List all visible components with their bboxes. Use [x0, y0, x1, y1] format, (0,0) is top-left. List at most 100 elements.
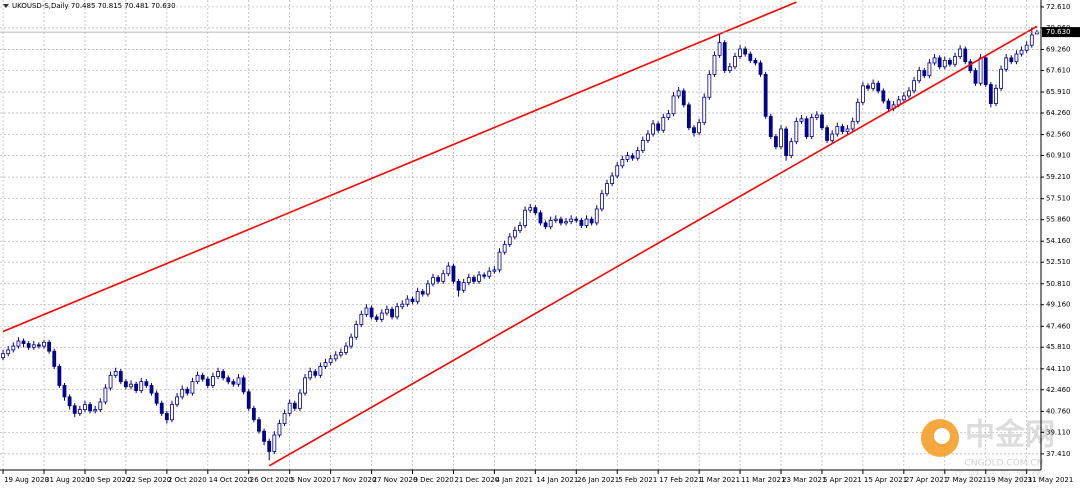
candle-body [907, 90, 911, 97]
x-tick-label: 15 Apr 2021 [864, 476, 907, 484]
logo-inner [934, 428, 950, 444]
candle-body [139, 381, 144, 391]
y-tick-label: 65.910 [1046, 88, 1071, 96]
candle-body [385, 308, 389, 314]
candle-body [354, 324, 359, 338]
y-tick-label: 55.860 [1046, 216, 1071, 224]
x-tick-label: 10 Sep 2020 [86, 476, 130, 484]
candle-body [584, 218, 589, 226]
candle-body [727, 66, 732, 71]
x-tick-label: 4 Jan 2021 [495, 476, 533, 484]
candle-body [538, 212, 543, 224]
candle-body [134, 383, 139, 391]
candle-body [999, 68, 1003, 89]
candle-body [129, 383, 133, 388]
candle-body [415, 291, 420, 303]
candle-body [901, 95, 906, 101]
candle-body [860, 85, 865, 103]
candle-body [942, 60, 947, 68]
candle-body [702, 96, 707, 124]
y-tick-label: 54.160 [1046, 237, 1071, 245]
watermark-tagline: 中 文 财 经 新 媒 体 [937, 468, 1044, 483]
candle-body [779, 128, 783, 148]
candle-body [456, 280, 461, 291]
x-tick-label: 19 Aug 2020 [4, 476, 49, 484]
candle-body [651, 123, 655, 135]
candle-body [820, 114, 824, 129]
candle-body [282, 413, 287, 424]
candle-body [318, 366, 323, 376]
candle-body [364, 307, 369, 315]
candle-body [1, 353, 5, 358]
candle-body [190, 381, 195, 394]
candle-body [57, 366, 62, 386]
candle-body [615, 165, 620, 177]
price-tag-label: 70.630 [1046, 28, 1071, 36]
candle-body [262, 430, 266, 442]
candle-body [374, 316, 379, 320]
candle-body [26, 343, 31, 348]
candle-body [98, 401, 103, 410]
candle-body [93, 409, 98, 412]
candle-body [47, 341, 52, 352]
candle-body [231, 381, 236, 385]
x-tick-label: 14 Oct 2020 [209, 476, 252, 484]
candle-body [16, 340, 21, 347]
y-tick-label: 62.560 [1046, 131, 1071, 139]
candle-body [236, 377, 241, 385]
candle-body [344, 345, 348, 353]
candle-body [589, 218, 594, 224]
y-tick-label: 64.260 [1046, 109, 1071, 117]
candle-body [983, 57, 988, 85]
candle-body [620, 159, 625, 167]
candle-body [461, 282, 466, 291]
candle-body [466, 277, 471, 284]
watermark-name: 中金网 [965, 418, 1055, 453]
candle-body [507, 236, 512, 245]
candle-body [932, 57, 937, 64]
candle-body [477, 274, 481, 282]
candle-body [246, 391, 251, 409]
x-tick-label: 31 May 2021 [1028, 476, 1074, 484]
candle-body [272, 434, 277, 452]
candle-body [881, 90, 886, 102]
y-tick-label: 42.460 [1046, 386, 1071, 394]
candle-body [446, 265, 451, 275]
candle-body [180, 388, 185, 398]
candle-body [789, 141, 794, 157]
candle-body [518, 225, 522, 231]
candle-body [1004, 57, 1009, 70]
candle-body [205, 378, 210, 386]
candle-body [52, 350, 57, 367]
candle-body [333, 354, 338, 360]
candle-body [108, 374, 113, 389]
candle-body [646, 133, 650, 141]
x-tick-label: 27 Nov 2020 [373, 476, 418, 484]
y-tick-label: 49.160 [1046, 301, 1071, 309]
chart-title: UKOUSD-S,Daily 70.485 70.815 70.481 70.6… [12, 2, 176, 10]
candle-body [6, 349, 11, 355]
candle-body [369, 307, 374, 318]
candle-body [599, 193, 604, 210]
candle-body [277, 423, 282, 436]
x-tick-label: 9 Dec 2020 [414, 476, 454, 484]
candle-body [308, 371, 313, 379]
y-tick-label: 60.910 [1046, 152, 1071, 160]
candle-body [492, 269, 497, 272]
candle-body [809, 117, 814, 137]
candle-body [200, 374, 205, 380]
x-tick-label: 19 May 2021 [987, 476, 1033, 484]
candle-body [830, 133, 835, 141]
grid [0, 0, 1041, 470]
x-tick-label: 27 Apr 2021 [905, 476, 948, 484]
x-tick-label: 2 Oct 2020 [168, 476, 207, 484]
y-tick-label: 52.510 [1046, 258, 1071, 266]
candle-body [850, 120, 855, 130]
y-tick-label: 40.760 [1046, 407, 1071, 415]
candle-body [298, 392, 302, 409]
candle-body [656, 123, 661, 131]
candle-body [77, 409, 82, 414]
candle-body [958, 48, 963, 57]
candle-body [502, 244, 507, 253]
